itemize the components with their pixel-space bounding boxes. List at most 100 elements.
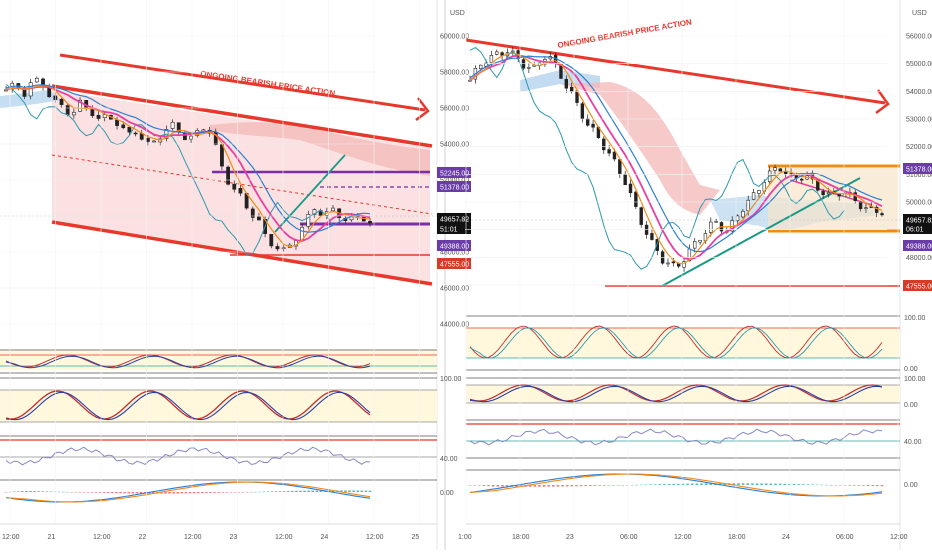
left-macd-bar xyxy=(364,490,368,492)
right-candle-body xyxy=(639,207,643,225)
left-macd-bar xyxy=(12,491,16,493)
left-price-tag-label: 49388.00 xyxy=(440,244,469,251)
right-diag-pink xyxy=(789,179,873,206)
right-candle-body xyxy=(746,199,750,212)
left-macd-bar xyxy=(221,492,225,493)
right-price-tag-label: 51378.00 xyxy=(906,167,932,174)
right-candle-body xyxy=(874,206,879,213)
left-candle-body xyxy=(269,234,274,247)
right-macd-bar xyxy=(496,485,500,487)
left-time-tick: 12:00 xyxy=(93,534,111,541)
right-time-tick: 06:00 xyxy=(836,534,854,541)
left-macd-bar xyxy=(135,492,139,494)
right-price-tag-label: 49657.82 xyxy=(906,218,932,225)
left-macd-bar xyxy=(123,492,126,494)
left-macd-bar xyxy=(21,491,24,492)
right-time-axis: 1:00 18:00 23 06:00 12:00 18:00 24 06:00 12:00 xyxy=(458,0,908,541)
right-macd-bar xyxy=(663,484,666,485)
left-channel-upper xyxy=(51,84,433,148)
left-macd-bar xyxy=(299,490,302,492)
right-candle-body xyxy=(880,213,884,216)
right-candle-body xyxy=(650,233,654,240)
right-candle-body xyxy=(612,151,617,160)
left-time-tick: 12:00 xyxy=(275,534,293,541)
left-macd-bar xyxy=(368,490,372,492)
right-candle-body xyxy=(527,67,531,69)
right-candle-body xyxy=(714,221,718,223)
left-price-tick: 56000.00 xyxy=(440,106,469,113)
right-candle-body xyxy=(858,201,863,209)
left-candle-body xyxy=(121,124,126,129)
right-macd-bar xyxy=(681,483,685,485)
left-macd-bar xyxy=(25,490,28,492)
left-macd-bar xyxy=(61,491,65,493)
right-price-tag-bg xyxy=(903,214,932,225)
left-ma-blue xyxy=(5,84,371,233)
right-candle-body xyxy=(602,138,606,151)
left-time-tick: 23 xyxy=(230,534,238,541)
left-macd-bar xyxy=(278,491,282,492)
right-macd-bar xyxy=(593,485,597,486)
left-macd-bar xyxy=(295,490,298,492)
left-macd-bar xyxy=(356,490,360,492)
left-time-tick: 12:00 xyxy=(366,534,384,541)
right-macd-bar xyxy=(764,483,768,485)
right-price-tag-bg xyxy=(903,223,932,234)
left-osc2-d xyxy=(5,391,371,421)
right-macd-bar xyxy=(852,485,856,486)
right-macd-bar xyxy=(834,485,838,486)
right-cloud-blue xyxy=(520,70,600,92)
right-macd-bar xyxy=(616,485,620,486)
left-macd-bar xyxy=(115,492,118,494)
left-time-tick: 21 xyxy=(48,534,56,541)
right-macd-tick-0: 0.00 xyxy=(904,482,918,489)
left-macd-bar xyxy=(86,492,90,493)
left-macd-signal xyxy=(5,481,371,503)
right-candle-body xyxy=(655,239,659,251)
right-rsi-line xyxy=(469,428,883,446)
left-macd-bar xyxy=(246,492,249,493)
right-candle-body xyxy=(569,86,574,92)
left-macd-bar xyxy=(16,491,20,492)
left-macd-bar xyxy=(201,492,204,494)
left-macd-bar xyxy=(241,492,245,493)
left-macd-bar xyxy=(131,492,135,494)
right-macd-bar xyxy=(792,484,796,485)
right-macd-bar xyxy=(704,483,708,485)
left-candle-body xyxy=(232,183,237,190)
left-time-tick: 12:00 xyxy=(184,534,202,541)
right-candle-body xyxy=(682,261,686,268)
left-candle-body xyxy=(257,216,261,221)
right-time-tick: 24 xyxy=(782,534,790,541)
left-candle-body xyxy=(78,99,82,112)
right-candle-body xyxy=(800,178,804,181)
left-ichimoku-cloud xyxy=(210,122,430,176)
left-macd-bar xyxy=(225,492,229,493)
left-macd-bar xyxy=(262,491,265,493)
left-candle-body xyxy=(152,140,156,143)
right-macd-bar xyxy=(473,485,476,486)
right-price-tag-label: 49388.00 xyxy=(906,244,932,251)
left-macd-bar xyxy=(290,490,294,492)
right-macd-bar xyxy=(871,485,875,487)
right-macd-bar xyxy=(639,484,643,486)
left-price-tag-label: 49657.82 xyxy=(440,217,469,224)
right-macd-bar xyxy=(612,485,615,486)
left-macd-bar xyxy=(53,491,57,493)
left-candle-body xyxy=(133,132,138,135)
left-osc1-d xyxy=(5,355,371,369)
left-price-tick: 58000.00 xyxy=(440,70,469,77)
left-macd-bar xyxy=(33,491,36,492)
right-macd-bar xyxy=(621,485,625,486)
right-macd-bar xyxy=(686,483,689,485)
right-candle-body xyxy=(618,159,622,174)
left-osc2-tick-100: 100.00 xyxy=(440,376,462,383)
left-macd-bar xyxy=(340,490,343,492)
right-macd-bar xyxy=(556,485,560,487)
right-ma-orange xyxy=(469,52,883,265)
left-candle-body xyxy=(34,77,39,83)
right-macd-bar xyxy=(718,483,722,485)
right-macd-bar xyxy=(732,483,736,485)
left-price-tick: 54000.00 xyxy=(440,142,469,149)
right-oscillators: 100.00 0.00 100.00 0.00 40.00 0.00 xyxy=(466,315,926,525)
